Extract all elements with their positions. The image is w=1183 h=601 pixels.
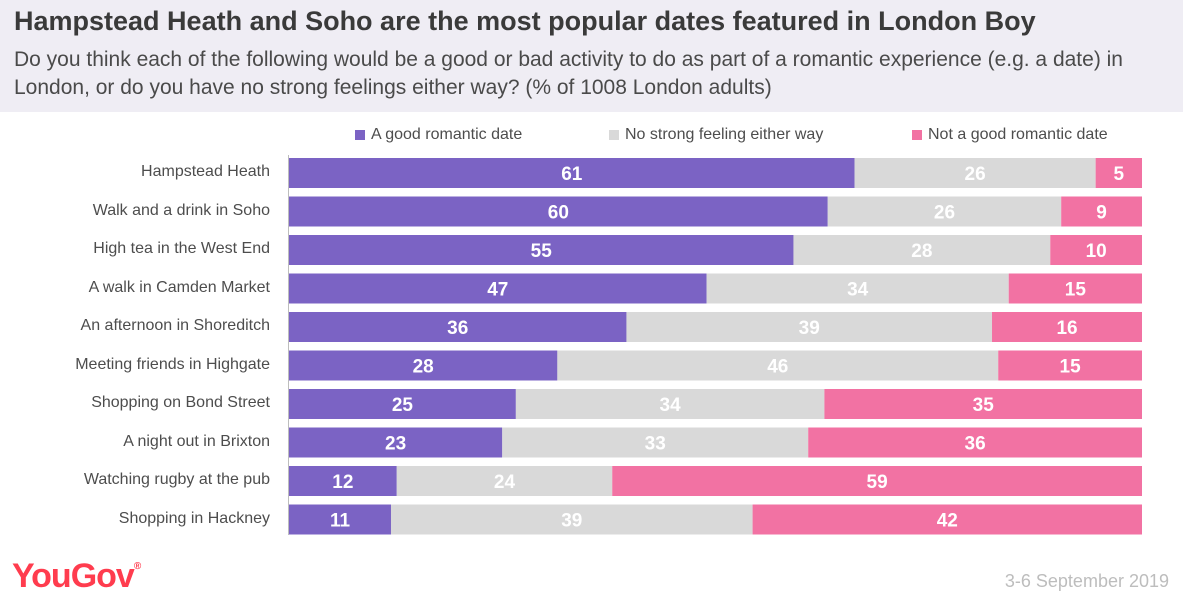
bar-segment [1061,196,1142,227]
data-label: 11 [330,511,351,532]
data-label: 39 [561,511,582,532]
category-label: Meeting friends in Highgate [75,355,270,373]
data-label: 33 [645,434,666,455]
category-label: An afternoon in Shoreditch [80,317,270,334]
data-label: 5 [1114,164,1125,185]
data-label: 36 [965,434,986,455]
data-label: 9 [1096,203,1107,224]
legend-swatch-neutral [609,130,619,140]
data-label: 12 [332,472,353,493]
bar-segment [998,350,1142,381]
bar-segment [1095,158,1142,188]
category-label: High tea in the West End [93,240,270,257]
category-label: Hampstead Heath [141,163,270,180]
data-label: 55 [531,241,553,262]
legend-label-good: A good romantic date [371,126,523,143]
bar-segment [827,196,1062,227]
data-label: 61 [561,164,583,185]
data-label: 39 [799,318,820,339]
legend-label-neutral: No strong feeling either way [625,126,824,143]
bar-segment [992,312,1142,342]
bar-segment [793,235,1051,265]
legend-swatch-bad [912,130,922,140]
bar-segment [502,427,809,458]
data-label: 35 [973,395,995,416]
bar-segment [515,389,825,419]
bar-segment [289,504,391,535]
category-label: Walk and a drink in Soho [92,201,270,219]
category-axis-line [288,155,289,535]
legend: A good romantic date No strong feeling e… [0,126,1183,146]
data-label: 15 [1060,357,1082,378]
bar-segment [824,389,1142,419]
data-label: 23 [385,434,406,455]
category-label: Shopping on Bond Street [91,394,270,411]
yougov-logo: YouGov® [12,557,141,595]
header-band [0,0,1183,112]
bar-segment [289,158,855,188]
data-label: 16 [1056,318,1077,339]
bar-segment [626,312,993,342]
bar-segment [1050,235,1142,265]
bar-segment [612,466,1142,496]
bar-segment [1008,273,1142,304]
bar-segment [289,273,707,304]
bar-segment [706,273,1009,304]
legend-item-good: A good romantic date [355,126,522,144]
bar-segment [808,427,1142,458]
chart-title: Hampstead Heath and Soho are the most po… [14,6,1036,36]
bar-segment [854,158,1096,188]
data-label: 24 [494,472,516,493]
bar-segment [390,504,753,535]
data-label: 25 [392,395,414,416]
legend-item-neutral: No strong feeling either way [609,126,823,144]
data-label: 28 [413,357,434,378]
category-label: A night out in Brixton [123,432,270,450]
data-label: 10 [1086,241,1107,262]
data-label: 59 [867,472,888,493]
category-label: Watching rugby at the pub [83,471,270,488]
bar-segment [752,504,1142,535]
data-label: 60 [548,203,569,224]
bar-segment [289,389,516,419]
category-label: Shopping in Hackney [118,509,270,527]
bar-segment [396,466,613,496]
data-label: 46 [767,357,788,378]
category-label: A walk in Camden Market [88,278,270,296]
bar-segment [289,312,627,342]
legend-label-bad: Not a good romantic date [928,126,1108,143]
data-label: 26 [934,203,955,224]
legend-swatch-good [355,130,365,140]
data-label: 42 [937,511,958,532]
bar-segment [289,466,397,496]
bar-segment [557,350,999,381]
bar-segment [289,350,558,381]
bar-segment [289,235,794,265]
bar-segment [289,196,828,227]
bar-segment [289,427,503,458]
data-label: 26 [965,164,986,185]
data-label: 34 [847,280,869,301]
chart-subtitle: Do you think each of the following would… [14,48,1123,99]
data-label: 15 [1065,280,1087,301]
data-label: 34 [660,395,682,416]
data-label: 47 [487,280,508,301]
data-label: 28 [911,241,932,262]
legend-item-bad: Not a good romantic date [912,126,1108,144]
survey-date: 3-6 September 2019 [1004,571,1169,591]
data-label: 36 [447,318,468,339]
